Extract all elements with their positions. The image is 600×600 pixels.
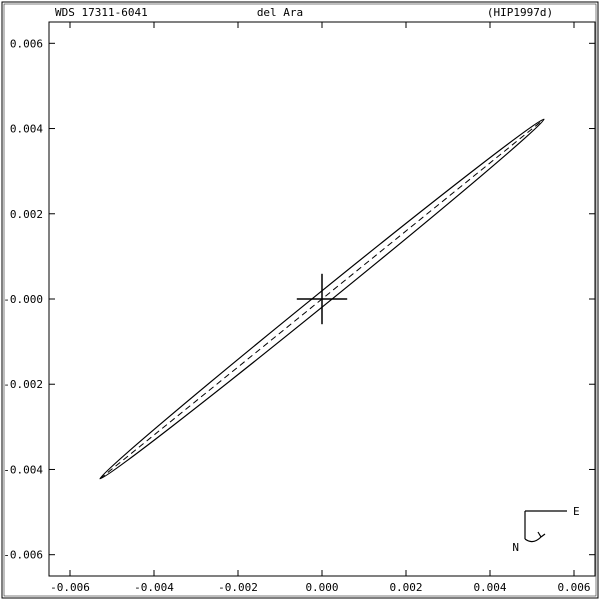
svg-text:0.004: 0.004 <box>10 123 43 136</box>
svg-text:0.002: 0.002 <box>389 581 422 594</box>
svg-text:-0.004: -0.004 <box>3 463 43 476</box>
svg-text:0.006: 0.006 <box>10 37 43 50</box>
svg-text:-0.006: -0.006 <box>50 581 90 594</box>
title-center: del Ara <box>257 6 303 19</box>
svg-text:-0.002: -0.002 <box>218 581 258 594</box>
plot-outer-border <box>2 2 598 598</box>
compass-indicator: EN <box>512 505 579 554</box>
svg-text:0.000: 0.000 <box>305 581 338 594</box>
svg-text:-0.004: -0.004 <box>134 581 174 594</box>
title-right: (HIP1997d) <box>487 6 553 19</box>
compass-n-label: N <box>512 541 519 554</box>
center-cross-marker <box>297 274 347 324</box>
svg-text:0.006: 0.006 <box>557 581 590 594</box>
svg-text:-0.006: -0.006 <box>3 549 43 562</box>
compass-e-label: E <box>573 505 580 518</box>
svg-text:0.004: 0.004 <box>473 581 506 594</box>
title-left: WDS 17311-6041 <box>55 6 148 19</box>
svg-text:-0.002: -0.002 <box>3 378 43 391</box>
svg-text:0.002: 0.002 <box>10 208 43 221</box>
svg-text:-0.000: -0.000 <box>3 293 43 306</box>
plot-outer-border-2 <box>4 4 596 596</box>
